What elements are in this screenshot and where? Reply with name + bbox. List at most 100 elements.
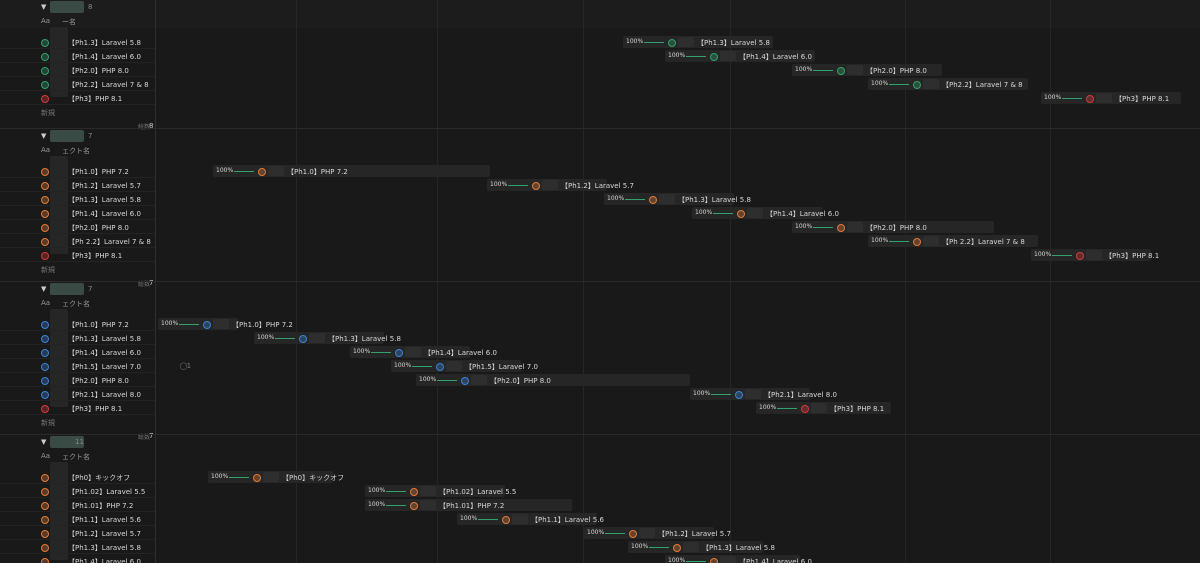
- group-separator: [0, 128, 1200, 129]
- task-name[interactable]: 【Ph1.3】Laravel 5.8: [68, 196, 141, 204]
- bar-label: 【Ph1.2】Laravel 5.7: [561, 182, 634, 190]
- progress-label: 100%: [759, 404, 777, 411]
- task-name[interactable]: 【Ph1.3】Laravel 5.8: [68, 335, 141, 343]
- progress-label: 100%: [607, 195, 625, 202]
- task-name[interactable]: 【Ph3】PHP 8.1: [68, 95, 123, 103]
- progress-line: [478, 519, 498, 520]
- group-toggle[interactable]: ▼: [41, 285, 47, 293]
- task-name[interactable]: 【Ph1.3】Laravel 5.8: [68, 39, 141, 47]
- task-row-line: [0, 261, 155, 262]
- task-icon: [41, 196, 49, 204]
- progress-line: [889, 84, 909, 85]
- task-name[interactable]: 【Ph1.2】Laravel 5.7: [68, 182, 141, 190]
- task-name[interactable]: 【Ph2.2】Laravel 7 & 8: [68, 81, 149, 89]
- bar-blur: [263, 472, 279, 482]
- bar-label: 【Ph 2.2】Laravel 7 & 8: [942, 238, 1025, 246]
- progress-line: [605, 533, 625, 534]
- bar-blur: [512, 514, 528, 524]
- task-icon: [41, 224, 49, 232]
- progress-label: 100%: [871, 80, 889, 87]
- bar-blur: [659, 194, 675, 204]
- task-icon: [41, 502, 49, 510]
- timeline-bar[interactable]: [665, 50, 815, 62]
- group-toggle[interactable]: ▼: [41, 438, 47, 446]
- bar-icon: [258, 168, 266, 176]
- task-name[interactable]: 【Ph1.5】Laravel 7.0: [68, 363, 141, 371]
- bar-label: 【Ph1.3】Laravel 5.8: [702, 544, 775, 552]
- task-icon: [41, 321, 49, 329]
- bar-icon: [710, 53, 718, 61]
- task-name[interactable]: 【Ph2.0】PHP 8.0: [68, 224, 129, 232]
- new-button[interactable]: 新規: [41, 266, 55, 274]
- bar-label: 【Ph1.5】Laravel 7.0: [465, 363, 538, 371]
- task-icon: [41, 182, 49, 190]
- task-name[interactable]: 【Ph2.1】Laravel 8.0: [68, 391, 141, 399]
- task-name[interactable]: 【Ph1.0】PHP 7.2: [68, 321, 129, 329]
- timeline-bar[interactable]: [623, 36, 773, 48]
- bar-icon: [710, 558, 718, 563]
- task-name[interactable]: 【Ph0】キックオフ: [68, 474, 131, 482]
- timeline-bar[interactable]: [416, 374, 690, 386]
- bar-label: 【Ph1.4】Laravel 6.0: [424, 349, 497, 357]
- task-name[interactable]: 【Ph1.0】PHP 7.2: [68, 168, 129, 176]
- task-row-line: [0, 372, 155, 373]
- timeline-bar[interactable]: [213, 165, 490, 177]
- bar-label: 【Ph3】PHP 8.1: [1105, 252, 1160, 260]
- task-name[interactable]: 【Ph2.0】PHP 8.0: [68, 377, 129, 385]
- bar-blur: [639, 528, 655, 538]
- bar-label: 【Ph2.0】PHP 8.0: [490, 377, 551, 385]
- bar-icon: [629, 530, 637, 538]
- group-count: 11: [75, 438, 84, 446]
- task-name[interactable]: 【Ph1.4】Laravel 6.0: [68, 53, 141, 61]
- task-name[interactable]: 【Ph1.1】Laravel 5.6: [68, 516, 141, 524]
- progress-line: [275, 338, 295, 339]
- task-name[interactable]: 【Ph 2.2】Laravel 7 & 8: [68, 238, 151, 246]
- bar-label: 【Ph1.01】PHP 7.2: [439, 502, 505, 510]
- bar-blur: [720, 51, 736, 61]
- timeline-bar[interactable]: [868, 78, 1028, 90]
- group-separator: [0, 434, 1200, 435]
- task-name[interactable]: 【Ph2.0】PHP 8.0: [68, 67, 129, 75]
- bar-icon: [395, 349, 403, 357]
- total-value: 8: [149, 122, 154, 130]
- task-name[interactable]: 【Ph1.4】Laravel 6.0: [68, 210, 141, 218]
- bar-blur: [420, 486, 436, 496]
- bar-icon: [461, 377, 469, 385]
- group-avatar: [50, 130, 84, 142]
- bar-icon: [203, 321, 211, 329]
- bar-icon: [737, 210, 745, 218]
- progress-line: [234, 171, 254, 172]
- total-value: 7: [149, 432, 154, 440]
- bar-icon: [913, 81, 921, 89]
- bar-label: 【Ph1.4】Laravel 6.0: [739, 53, 812, 61]
- total-label: 総数: [138, 122, 150, 131]
- task-icon: [41, 252, 49, 260]
- progress-label: 100%: [419, 376, 437, 383]
- task-name[interactable]: 【Ph1.02】Laravel 5.5: [68, 488, 146, 496]
- bar-icon: [837, 67, 845, 75]
- progress-line: [686, 561, 706, 562]
- progress-line: [179, 324, 199, 325]
- timeline-bar[interactable]: [868, 235, 1038, 247]
- group-toggle[interactable]: ▼: [41, 132, 47, 140]
- timeline-bar[interactable]: [792, 64, 942, 76]
- progress-line: [386, 491, 406, 492]
- task-name[interactable]: 【Ph1.2】Laravel 5.7: [68, 530, 141, 538]
- task-name[interactable]: 【Ph1.4】Laravel 6.0: [68, 558, 141, 563]
- progress-line: [686, 56, 706, 57]
- progress-line: [437, 380, 457, 381]
- task-name[interactable]: 【Ph1.01】PHP 7.2: [68, 502, 134, 510]
- group-toggle[interactable]: ▼: [41, 3, 47, 11]
- task-name[interactable]: 【Ph3】PHP 8.1: [68, 405, 123, 413]
- bar-label: 【Ph1.3】Laravel 5.8: [697, 39, 770, 47]
- group-avatar: [50, 283, 84, 295]
- task-name[interactable]: 【Ph1.3】Laravel 5.8: [68, 544, 141, 552]
- task-name[interactable]: 【Ph1.4】Laravel 6.0: [68, 349, 141, 357]
- task-name[interactable]: 【Ph3】PHP 8.1: [68, 252, 123, 260]
- new-button[interactable]: 新規: [41, 109, 55, 117]
- progress-label: 100%: [795, 66, 813, 73]
- progress-label: 100%: [631, 543, 649, 550]
- bar-icon: [1086, 95, 1094, 103]
- new-button[interactable]: 新規: [41, 419, 55, 427]
- progress-label: 100%: [490, 181, 508, 188]
